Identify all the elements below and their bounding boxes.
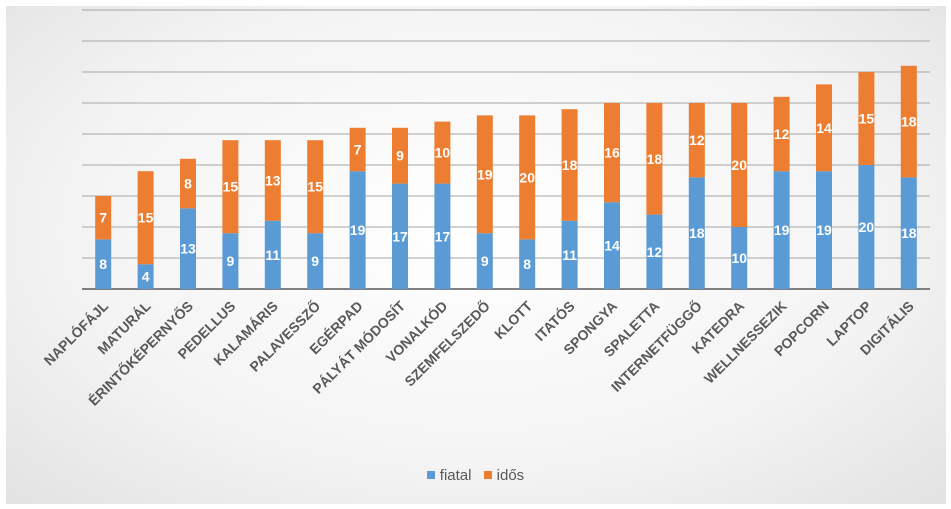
bar-segment-idos <box>604 103 620 203</box>
bar-segment-fiatal <box>773 171 790 289</box>
bar-segment-idos <box>222 140 239 234</box>
data-label: 19 <box>774 222 790 238</box>
bar-segment-fiatal <box>561 220 578 289</box>
category-label: PALAVESSZŐ <box>246 297 324 375</box>
data-label: 18 <box>901 114 917 130</box>
data-label: 8 <box>99 256 107 272</box>
data-label: 13 <box>265 173 281 189</box>
bar-segment-fiatal <box>604 202 620 289</box>
legend-swatch-idos <box>483 471 492 479</box>
category-label: KLOTT <box>491 297 536 342</box>
data-label: 18 <box>562 157 578 173</box>
data-label: 14 <box>816 120 832 136</box>
data-label: 17 <box>392 228 408 244</box>
bar-segment-idos <box>900 65 917 178</box>
category-label: NAPLÓFÁJL <box>40 297 112 369</box>
data-label: 15 <box>859 111 875 127</box>
data-label: 19 <box>477 166 493 182</box>
data-label: 18 <box>647 151 663 167</box>
data-label: 13 <box>180 241 196 257</box>
bar-segment-idos <box>731 103 748 227</box>
bar-segment-fiatal <box>688 177 705 289</box>
legend-swatch-fiatal <box>426 471 435 479</box>
data-label: 7 <box>354 142 362 158</box>
legend: fiatal idős <box>0 466 951 484</box>
data-label: 10 <box>435 145 451 161</box>
data-label: 18 <box>901 225 917 241</box>
data-label: 19 <box>816 222 832 238</box>
bar-segment-fiatal <box>222 233 239 289</box>
bars <box>95 65 917 289</box>
data-label: 10 <box>731 250 747 266</box>
bar-segment-idos <box>95 196 112 240</box>
data-label: 20 <box>859 219 875 235</box>
bar-segment-idos <box>434 121 451 184</box>
legend-item-idos: idős <box>483 466 525 484</box>
bar-segment-fiatal <box>816 171 832 289</box>
data-label: 15 <box>138 210 154 226</box>
data-label: 9 <box>311 253 319 269</box>
data-label: 8 <box>184 176 192 192</box>
bar-segment-idos <box>519 115 536 240</box>
legend-label-idos: idős <box>496 466 525 484</box>
gridlines <box>82 9 930 290</box>
bar-segment-fiatal <box>858 165 875 289</box>
legend-label-fiatal: fiatal <box>439 466 472 484</box>
data-label: 17 <box>435 228 451 244</box>
legend-item-fiatal: fiatal <box>426 466 472 484</box>
data-label: 4 <box>142 269 150 285</box>
data-label: 15 <box>223 179 239 195</box>
data-label: 14 <box>604 238 620 254</box>
bar-segment-fiatal <box>646 214 663 289</box>
bar-segment-fiatal <box>434 183 451 289</box>
data-label: 12 <box>689 132 705 148</box>
data-label: 19 <box>350 222 366 238</box>
bar-segment-fiatal <box>731 227 748 289</box>
data-label: 9 <box>396 148 404 164</box>
data-label: 9 <box>481 253 489 269</box>
data-label: 12 <box>774 126 790 142</box>
bar-segment-fiatal <box>95 239 112 289</box>
data-label: 9 <box>227 253 235 269</box>
bar-segment-idos <box>816 84 832 172</box>
bar-segment-idos <box>688 103 705 178</box>
bar-segment-fiatal <box>349 171 366 289</box>
data-label: 20 <box>519 169 535 185</box>
bar-segment-idos <box>561 109 578 221</box>
category-labels: NAPLÓFÁJLMATURÁLÉRINTŐKÉPERNYŐSPEDELLUSK… <box>40 297 917 409</box>
bar-segment-fiatal <box>476 233 493 289</box>
bar-segment-idos <box>858 72 875 165</box>
bar-segment-fiatal <box>519 239 536 289</box>
data-label: 16 <box>604 145 620 161</box>
data-label: 8 <box>523 256 531 272</box>
data-label: 7 <box>99 210 107 226</box>
bar-segment-fiatal <box>392 183 408 289</box>
bar-segment-idos <box>349 127 366 172</box>
data-label: 11 <box>562 247 577 263</box>
bar-segment-idos <box>476 115 493 234</box>
bar-segment-fiatal <box>900 177 917 289</box>
bar-segment-idos <box>307 140 324 234</box>
bar-segment-idos <box>392 127 408 184</box>
bar-segment-fiatal <box>137 264 154 289</box>
data-labels: 8 7 4 15 13 8 9 15 11 13 9 15 19 7 17 9 17 10 9 19 8 20 11 18 14… <box>99 111 916 285</box>
bar-segment-fiatal <box>264 220 281 289</box>
data-label: 11 <box>265 247 280 263</box>
bar-segment-idos <box>264 140 281 221</box>
data-label: 18 <box>689 225 705 241</box>
bar-segment-idos <box>646 103 663 215</box>
bar-segment-idos <box>137 171 154 265</box>
data-label: 12 <box>647 244 663 260</box>
bar-segment-fiatal <box>307 233 324 289</box>
bar-segment-idos <box>180 158 196 209</box>
data-label: 20 <box>731 157 747 173</box>
bar-segment-idos <box>773 96 790 172</box>
data-label: 15 <box>307 179 323 195</box>
bar-segment-fiatal <box>180 208 196 289</box>
